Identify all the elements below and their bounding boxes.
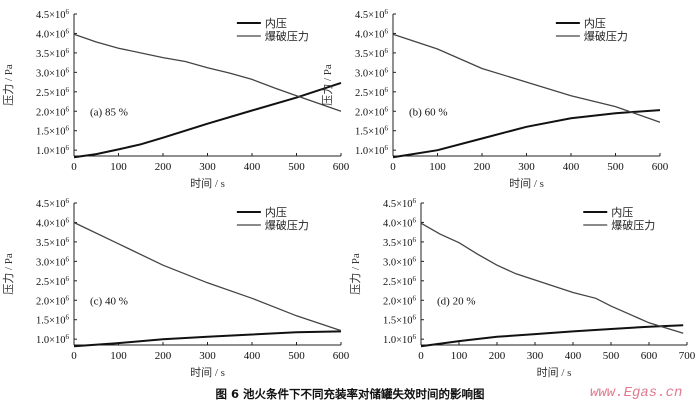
- legend-label: 爆破压力: [265, 29, 309, 43]
- x-tick-label: 200: [489, 350, 506, 362]
- y-tick-label: 1.0×106: [36, 144, 70, 157]
- y-tick-label: 1.0×106: [355, 144, 389, 157]
- y-tick-label: 1.5×106: [36, 125, 70, 138]
- x-tick-label: 500: [288, 161, 305, 173]
- x-tick-label: 100: [429, 161, 446, 173]
- x-tick-label: 300: [199, 161, 216, 173]
- x-axis-label: 时间 / s: [537, 366, 572, 379]
- y-tick-label: 2.0×106: [36, 294, 70, 307]
- x-tick-label: 400: [244, 161, 261, 173]
- y-tick-label: 3.0×106: [383, 255, 417, 268]
- legend-label: 内压: [265, 205, 287, 219]
- y-axis-label: 压力 / Pa: [321, 64, 334, 106]
- x-axis-label: 时间 / s: [190, 366, 225, 379]
- series-line-internal-pressure: [73, 81, 342, 159]
- y-tick-label: 4.5×106: [355, 8, 389, 21]
- chart-panel-2: 0 100 200 300 400 500 600 1.0×106 1.5×106 2.0×106…: [2, 197, 350, 379]
- x-tick-label: 300: [199, 350, 216, 362]
- y-tick-label: 2.0×106: [36, 105, 70, 118]
- y-tick-label: 1.0×106: [383, 333, 417, 346]
- x-tick-label: 600: [652, 161, 669, 173]
- x-tick-label: 500: [603, 350, 620, 362]
- legend-label: 爆破压力: [611, 218, 655, 232]
- x-axis-label: 时间 / s: [509, 177, 544, 190]
- y-tick-label: 3.0×106: [36, 66, 70, 79]
- panel-label: (a) 85 %: [90, 106, 128, 118]
- x-axis-label: 时间 / s: [190, 177, 225, 190]
- x-tick-label: 500: [607, 161, 624, 173]
- y-tick-label: 4.0×106: [36, 27, 70, 40]
- y-tick-label: 2.5×106: [383, 275, 417, 288]
- y-tick-label: 4.0×106: [36, 216, 70, 229]
- chart-panel-1: 0 100 200 300 400 500 600 1.0×106 1.5×106 2.0×106…: [321, 8, 669, 190]
- y-tick-label: 1.5×106: [36, 314, 70, 327]
- x-tick-label: 600: [333, 161, 350, 173]
- y-tick-label: 1.5×106: [355, 125, 389, 138]
- y-tick-label: 2.0×106: [383, 294, 417, 307]
- legend-label: 爆破压力: [584, 29, 628, 43]
- legend-label: 爆破压力: [265, 218, 309, 232]
- x-tick-label: 400: [244, 350, 261, 362]
- y-tick-label: 2.0×106: [355, 105, 389, 118]
- y-tick-label: 4.5×106: [36, 197, 70, 210]
- series-line-internal-pressure: [420, 324, 684, 348]
- x-tick-label: 0: [390, 161, 396, 173]
- y-tick-label: 2.5×106: [36, 275, 70, 288]
- series-line-internal-pressure: [73, 330, 342, 348]
- watermark: www.Egas.cn: [590, 385, 683, 401]
- x-tick-label: 100: [110, 350, 127, 362]
- chart-panel-3: 0 100 200 300 400 500 600 700 1.0×106 1.5×106 2.0×…: [349, 197, 696, 379]
- y-tick-label: 3.5×106: [36, 47, 70, 60]
- x-tick-label: 300: [518, 161, 535, 173]
- panel-label: (d) 20 %: [437, 295, 476, 307]
- y-axis-label: 压力 / Pa: [349, 253, 362, 295]
- x-tick-label: 200: [155, 350, 172, 362]
- y-tick-label: 4.0×106: [383, 216, 417, 229]
- legend-label: 内压: [611, 205, 633, 219]
- legend-label: 内压: [584, 16, 606, 30]
- x-tick-label: 400: [563, 161, 580, 173]
- x-tick-label: 700: [679, 350, 696, 362]
- x-tick-label: 0: [418, 350, 424, 362]
- y-tick-label: 2.5×106: [36, 86, 70, 99]
- y-tick-label: 3.0×106: [36, 255, 70, 268]
- series-line-burst-pressure: [420, 222, 684, 334]
- y-tick-label: 4.5×106: [36, 8, 70, 21]
- chart-panel-0: 0 100 200 300 400 500 600 1.0×106 1.5×106 2.0×106…: [2, 8, 350, 190]
- y-tick-label: 1.5×106: [383, 314, 417, 327]
- x-tick-label: 400: [565, 350, 582, 362]
- x-tick-label: 100: [110, 161, 127, 173]
- legend-label: 内压: [265, 16, 287, 30]
- x-tick-label: 600: [641, 350, 658, 362]
- y-tick-label: 2.5×106: [355, 86, 389, 99]
- y-axis-label: 压力 / Pa: [2, 64, 15, 106]
- y-tick-label: 1.0×106: [36, 333, 70, 346]
- figure: 0 100 200 300 400 500 600 1.0×106 1.5×106 2.0×106…: [2, 8, 696, 379]
- x-tick-label: 200: [474, 161, 491, 173]
- x-tick-label: 500: [288, 350, 305, 362]
- y-tick-label: 3.5×106: [36, 236, 70, 249]
- y-tick-label: 4.5×106: [383, 197, 417, 210]
- panel-label: (b) 60 %: [409, 106, 448, 118]
- x-tick-label: 0: [71, 161, 77, 173]
- figure-caption: 图 6 池火条件下不同充装率对储罐失效时间的影响图: [215, 387, 485, 401]
- series-line-internal-pressure: [392, 109, 661, 159]
- series-line-burst-pressure: [392, 33, 661, 123]
- panel-label: (c) 40 %: [90, 295, 128, 307]
- x-tick-label: 600: [333, 350, 350, 362]
- y-tick-label: 4.0×106: [355, 27, 389, 40]
- x-tick-label: 200: [155, 161, 172, 173]
- y-tick-label: 3.5×106: [355, 47, 389, 60]
- y-tick-label: 3.5×106: [383, 236, 417, 249]
- series-line-burst-pressure: [73, 221, 342, 332]
- x-tick-label: 100: [451, 350, 468, 362]
- y-tick-label: 3.0×106: [355, 66, 389, 79]
- x-tick-label: 0: [71, 350, 77, 362]
- x-tick-label: 300: [527, 350, 544, 362]
- series-line-burst-pressure: [73, 33, 342, 112]
- y-axis-label: 压力 / Pa: [2, 253, 15, 295]
